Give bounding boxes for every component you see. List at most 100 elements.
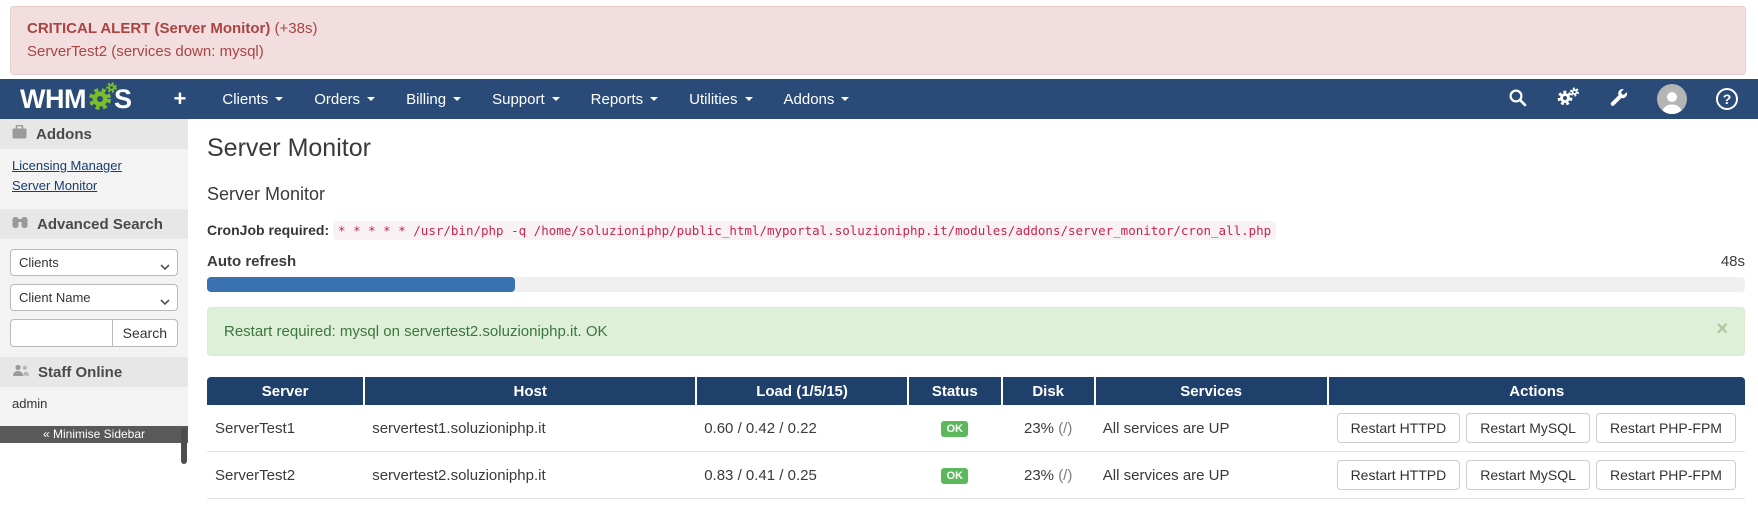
- nav-item-support[interactable]: Support: [492, 91, 560, 108]
- critical-alert-title-line: CRITICAL ALERT (Server Monitor) (+38s): [27, 17, 1729, 40]
- logo-text-suffix: S: [113, 83, 132, 114]
- cronjob-line: CronJob required: * * * * * /usr/bin/php…: [207, 221, 1745, 240]
- disk-percent: 23%: [1023, 466, 1055, 484]
- restart-notice-text: Restart required: mysql on servertest2.s…: [224, 323, 608, 340]
- nav-item-label: Utilities: [689, 90, 738, 108]
- cell-disk: 23% (/): [1001, 451, 1095, 499]
- cronjob-command: * * * * * /usr/bin/php -q /home/soluzion…: [333, 221, 1277, 240]
- auto-refresh-label: Auto refresh: [207, 253, 297, 270]
- chevron-down-icon: [744, 97, 753, 101]
- page-title: Server Monitor: [207, 134, 371, 162]
- column-header: Actions: [1327, 377, 1745, 405]
- disk-mount: (/): [1058, 419, 1073, 437]
- plus-icon[interactable]: +: [173, 86, 187, 111]
- restart-button-httpd[interactable]: Restart HTTPD: [1336, 460, 1461, 490]
- staff-online-list: admin: [0, 387, 188, 426]
- table-row: ServerTest1 servertest1.soluzioniphp.it 0.…: [207, 405, 1745, 452]
- restart-button-php-fpm[interactable]: Restart PHP-FPM: [1595, 413, 1736, 443]
- critical-alert-title: CRITICAL ALERT (Server Monitor): [27, 20, 271, 37]
- chevron-down-icon: [453, 97, 462, 101]
- sidebar-section-title: Addons: [36, 125, 92, 143]
- nav-item-label: Addons: [783, 90, 835, 108]
- restart-button-php-fpm[interactable]: Restart PHP-FPM: [1595, 460, 1736, 490]
- nav-item-addons[interactable]: Addons: [784, 91, 850, 108]
- cell-host: servertest1.soluzioniphp.it: [364, 405, 697, 452]
- navbar-icons: ?: [1508, 84, 1738, 114]
- restart-notice: Restart required: mysql on servertest2.s…: [207, 307, 1745, 356]
- logo-gear-icon: [87, 82, 117, 115]
- chevron-down-icon: [275, 97, 284, 101]
- status-badge: OK: [941, 421, 968, 437]
- chevron-down-icon: [367, 97, 376, 101]
- actions-group: Restart HTTPD Restart MySQL Restart PHP-FP…: [1336, 413, 1737, 443]
- critical-alert-message: ServerTest2 (services down: mysql): [27, 43, 264, 61]
- cell-actions: Restart HTTPD Restart MySQL Restart PHP-FP…: [1327, 451, 1745, 499]
- main-content: Server Monitor Server Monitor CronJob re…: [207, 119, 1745, 499]
- minimise-sidebar-button[interactable]: « Minimise Sidebar: [0, 426, 188, 443]
- top-navbar: WHM S + Clients Orders Billing Support Repor…: [0, 79, 1758, 119]
- sidebar-section-title: Advanced Search: [37, 215, 163, 233]
- help-icon[interactable]: ?: [1716, 88, 1738, 110]
- search-input[interactable]: [10, 319, 113, 347]
- advanced-search-form: Clients Client Name Search: [0, 239, 188, 357]
- whmcs-logo[interactable]: WHM S: [20, 82, 132, 115]
- cell-load: 0.83 / 0.41 / 0.25: [696, 451, 908, 499]
- status-badge: OK: [941, 468, 968, 484]
- column-header: Host: [364, 377, 698, 405]
- sidebar-section-staff-online: Staff Online: [0, 357, 188, 387]
- cell-server: ServerTest1: [207, 405, 365, 452]
- cronjob-label: CronJob required:: [207, 222, 330, 238]
- search-field-select[interactable]: Client Name: [10, 284, 178, 311]
- cell-server: ServerTest2: [207, 451, 365, 499]
- nav-item-utilities[interactable]: Utilities: [689, 90, 753, 108]
- actions-group: Restart HTTPD Restart MySQL Restart PHP-FP…: [1336, 460, 1737, 490]
- cell-disk: 23% (/): [1001, 405, 1095, 452]
- search-category-select[interactable]: Clients: [10, 249, 178, 276]
- column-header: Status: [907, 377, 1003, 405]
- nav-item-label: Support: [492, 90, 545, 108]
- gears-icon[interactable]: [1556, 87, 1580, 111]
- search-icon[interactable]: [1508, 88, 1527, 111]
- addons-icon: [12, 124, 27, 143]
- table-row: ServerTest2 servertest2.soluzioniphp.it 0.…: [207, 451, 1745, 499]
- logo-text-prefix: WHM: [20, 83, 86, 114]
- close-icon[interactable]: ×: [1716, 318, 1728, 340]
- nav-item-clients[interactable]: Clients: [222, 90, 284, 108]
- cell-host: servertest2.soluzioniphp.it: [364, 451, 697, 499]
- restart-button-httpd[interactable]: Restart HTTPD: [1336, 413, 1461, 443]
- column-header: Load (1/5/15): [696, 377, 909, 405]
- cell-actions: Restart HTTPD Restart MySQL Restart PHP-FP…: [1327, 405, 1745, 452]
- table-body: ServerTest1 servertest1.soluzioniphp.it 0.…: [207, 405, 1745, 499]
- nav-item-orders[interactable]: Orders: [314, 91, 376, 108]
- disk-mount: (/): [1058, 466, 1073, 484]
- sidebar-section-advanced-search: Advanced Search: [0, 209, 188, 239]
- chevron-down-icon: [841, 97, 850, 101]
- staff-icon: [12, 364, 29, 381]
- sidebar-scrollbar-thumb[interactable]: [181, 428, 187, 464]
- nav-item-label: Reports: [590, 90, 644, 108]
- sidebar-link-server-monitor[interactable]: Server Monitor: [12, 178, 98, 193]
- column-header: Server: [207, 377, 366, 405]
- nav-item-billing[interactable]: Billing: [406, 90, 462, 108]
- auto-refresh-row: Auto refresh 48s: [207, 253, 1745, 270]
- column-header: Services: [1094, 377, 1329, 405]
- critical-alert-elapsed: (+38s): [274, 20, 318, 37]
- nav-item-label: Billing: [406, 90, 447, 108]
- nav-item-reports[interactable]: Reports: [591, 91, 659, 108]
- restart-button-mysql[interactable]: Restart MySQL: [1466, 413, 1590, 443]
- server-monitor-table: Server Host Load (1/5/15) Status Disk Service…: [207, 377, 1745, 499]
- sidebar-link-licensing-manager[interactable]: Licensing Manager: [12, 158, 122, 173]
- sidebar: Addons Licensing Manager Server Monitor A…: [0, 119, 188, 443]
- cell-services: All services are UP: [1094, 405, 1328, 452]
- addons-links: Licensing Manager Server Monitor: [0, 149, 188, 209]
- sidebar-section-title: Staff Online: [38, 363, 123, 381]
- restart-button-mysql[interactable]: Restart MySQL: [1466, 460, 1590, 490]
- progress-fill: [207, 277, 515, 292]
- nav-item-label: Clients: [222, 90, 269, 108]
- critical-alert-banner: CRITICAL ALERT (Server Monitor) (+38s) S…: [10, 6, 1746, 75]
- avatar[interactable]: [1657, 84, 1687, 114]
- wrench-icon[interactable]: [1609, 88, 1628, 111]
- search-button[interactable]: Search: [112, 319, 178, 347]
- binoculars-icon: [12, 216, 28, 233]
- navbar-menu: Clients Orders Billing Support Reports Utilit…: [222, 91, 880, 108]
